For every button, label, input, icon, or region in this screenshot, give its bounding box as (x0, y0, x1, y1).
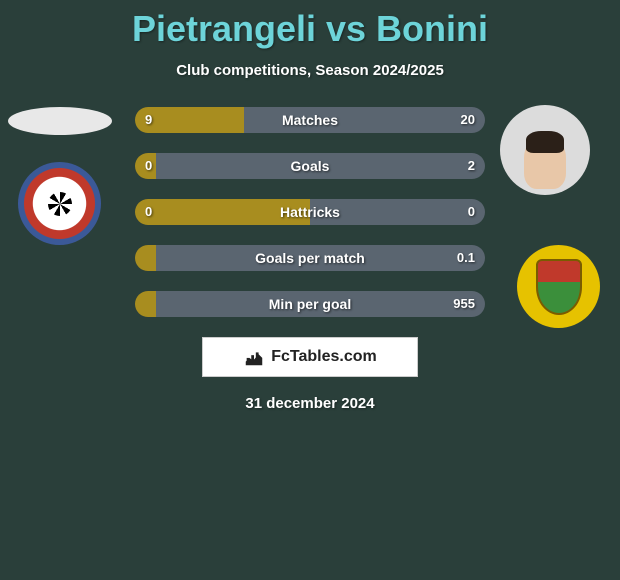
stat-row: Min per goal 955 (135, 291, 485, 317)
stat-label: Hattricks (135, 199, 485, 225)
player-left-photo (8, 107, 112, 135)
subtitle: Club competitions, Season 2024/2025 (0, 62, 620, 79)
stat-row: 9 Matches 20 (135, 107, 485, 133)
stat-label: Goals (135, 153, 485, 179)
stat-label: Goals per match (135, 245, 485, 271)
club-left-ball-icon (42, 186, 78, 222)
page-title: Pietrangeli vs Bonini (0, 0, 620, 50)
comparison-main: 9 Matches 20 0 Goals 2 0 Hattricks 0 Goa… (0, 107, 620, 412)
stat-right-value: 0.1 (457, 245, 475, 271)
player-right-photo (500, 105, 590, 195)
footer-brand-text: FcTables.com (271, 348, 377, 366)
player-face-icon (524, 137, 566, 189)
stat-label: Matches (135, 107, 485, 133)
stat-right-value: 2 (468, 153, 475, 179)
date-label: 31 december 2024 (0, 395, 620, 412)
club-right-shield-icon (536, 259, 582, 315)
club-right-badge (517, 245, 600, 328)
stat-right-value: 0 (468, 199, 475, 225)
club-left-badge (18, 162, 101, 245)
chart-icon (243, 346, 265, 368)
stat-right-value: 20 (461, 107, 475, 133)
stat-row: 0 Goals 2 (135, 153, 485, 179)
stat-bars: 9 Matches 20 0 Goals 2 0 Hattricks 0 Goa… (135, 107, 485, 317)
stat-right-value: 955 (453, 291, 475, 317)
stat-row: 0 Hattricks 0 (135, 199, 485, 225)
stat-row: Goals per match 0.1 (135, 245, 485, 271)
stat-label: Min per goal (135, 291, 485, 317)
footer-brand[interactable]: FcTables.com (202, 337, 418, 377)
player-hair-icon (526, 131, 564, 153)
